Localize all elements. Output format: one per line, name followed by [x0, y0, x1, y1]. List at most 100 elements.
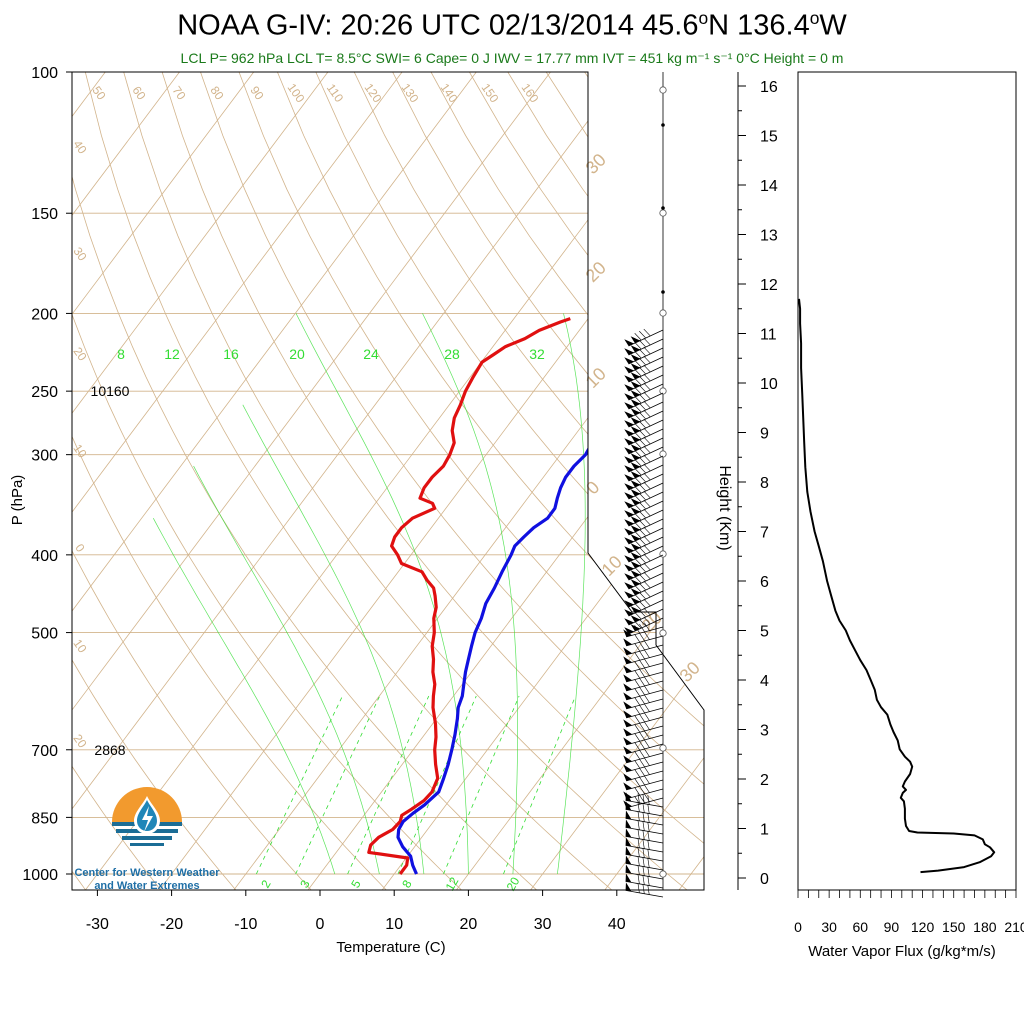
wind-barb — [625, 828, 664, 844]
wind-barb — [624, 355, 664, 374]
dry-adiabat-label: 10 — [70, 442, 89, 461]
y-tick-label: 700 — [31, 743, 58, 760]
y-tick-label: 300 — [31, 448, 58, 465]
wind-barb — [625, 855, 664, 871]
wind-barb — [624, 553, 664, 572]
wind-barb — [625, 801, 664, 817]
x-tick-label: 10 — [385, 916, 403, 933]
moist-adiabat-line — [295, 313, 469, 875]
isotherm-label: 150 — [479, 81, 502, 106]
y-tick-label: 500 — [31, 626, 58, 643]
mixing-ratio-label: 12 — [164, 346, 180, 362]
flux-tick-label: 0 — [794, 919, 802, 935]
mixing-ratio-label: 20 — [504, 874, 523, 893]
height-tick-label: 4 — [760, 673, 769, 690]
wind-barb — [623, 703, 664, 719]
wind-barb — [625, 819, 664, 835]
wind-barb — [623, 730, 664, 746]
dry-adiabat-line — [72, 72, 316, 890]
dry-adiabat-line — [200, 72, 704, 890]
calm-wind-circle — [659, 387, 667, 395]
isotherm-line — [750, 72, 1024, 894]
dry-adiabat-line — [661, 72, 704, 890]
wind-barb — [623, 757, 664, 773]
wind-barb — [624, 418, 664, 437]
wind-barb — [624, 364, 664, 383]
dewpoint-profile-line — [396, 318, 704, 875]
wind-barb — [625, 864, 664, 880]
mixing-ratio-line — [255, 695, 343, 875]
isotherm-label: 60 — [129, 84, 148, 103]
isotherm-line — [72, 72, 180, 890]
mixing-ratio-label: 28 — [444, 346, 460, 362]
height-tick-label: 10 — [760, 376, 778, 393]
y-tick-label: 100 — [31, 65, 58, 82]
wind-barb — [624, 454, 664, 473]
wind-barb — [624, 517, 664, 536]
moist-adiabat-label: 10 — [598, 552, 626, 580]
x-tick-label: -30 — [86, 916, 109, 933]
y-tick-label: 1000 — [22, 867, 58, 884]
isotherm-line — [230, 72, 704, 890]
flux-axis-label: Water Vapor Flux (g/kg*m/s) — [808, 943, 996, 960]
isotherm-line — [601, 72, 704, 890]
wind-barb — [624, 580, 664, 599]
moist-adiabat-line — [152, 518, 336, 875]
dry-adiabat-line — [699, 72, 704, 890]
wind-barb — [624, 616, 664, 635]
wind-barb — [624, 463, 664, 482]
moist-adiabat-label: 10 — [582, 364, 610, 392]
dry-adiabat-line — [545, 72, 704, 890]
wind-barb — [624, 481, 664, 500]
cw3e-logo: Center for Western Weather and Water Ext… — [74, 787, 220, 892]
chart-title: NOAA G-IV: 20:26 UTC 02/13/2014 45.6oN 1… — [177, 8, 847, 42]
height-tick-label: 0 — [760, 871, 769, 888]
isotherm-label: 160 — [519, 81, 542, 106]
wind-barb — [623, 667, 664, 683]
isotherm-label: 90 — [247, 84, 266, 103]
dry-adiabat-line — [392, 72, 704, 890]
height-axis-label: Height (Km) — [716, 465, 733, 550]
isotherm-line — [378, 72, 704, 890]
dry-adiabat-line — [622, 72, 704, 890]
dry-adiabat-label: 10 — [70, 637, 89, 656]
wind-barb — [623, 748, 664, 764]
mixing-ratio-label: 2 — [258, 877, 274, 890]
dry-adiabat-line — [72, 72, 240, 890]
calm-wind-circle — [659, 870, 667, 878]
isotherm-label: 140 — [438, 81, 461, 106]
height-tick-label: 13 — [760, 228, 778, 245]
moist-adiabat-label: 30 — [582, 150, 610, 178]
height-tick-label: 7 — [760, 525, 769, 542]
dry-adiabat-line — [584, 72, 704, 890]
wind-barb — [625, 873, 664, 889]
flux-tick-label: 30 — [821, 919, 837, 935]
wind-level-dot — [661, 290, 665, 294]
isotherm-label: 130 — [399, 81, 422, 106]
dry-adiabat-line — [161, 72, 704, 890]
wind-barb — [623, 676, 664, 692]
isotherm-line — [452, 72, 704, 890]
height-tick-label: 9 — [760, 426, 769, 443]
mixing-ratio-label: 24 — [363, 346, 379, 362]
dry-adiabat-line — [84, 72, 618, 890]
isotherm-line — [72, 72, 551, 890]
wind-barb — [624, 400, 664, 419]
calm-wind-circle — [659, 744, 667, 752]
wind-barb — [624, 427, 664, 446]
isotherm-line — [72, 72, 477, 890]
isotherm-line — [304, 72, 704, 890]
y-axis-label: P (hPa) — [9, 475, 26, 526]
height-tick-label: 5 — [760, 624, 769, 641]
logo-caption-line2: and Water Extremes — [94, 880, 199, 892]
flux-tick-label: 150 — [942, 919, 966, 935]
dry-adiabat-line — [72, 72, 165, 890]
wind-barb — [625, 846, 664, 862]
calm-wind-circle — [659, 209, 667, 217]
wind-barb — [624, 526, 664, 545]
isotherm-line — [527, 72, 704, 890]
mixing-ratio-label: 3 — [297, 877, 313, 890]
wind-barb — [625, 882, 664, 898]
height-tick-label: 12 — [760, 277, 778, 294]
y-tick-label: 850 — [31, 810, 58, 827]
